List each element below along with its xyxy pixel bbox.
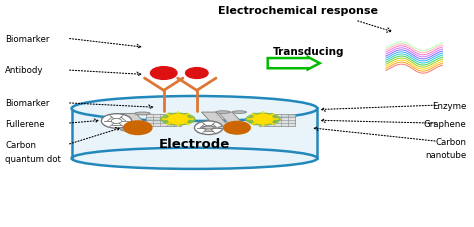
Circle shape	[101, 114, 132, 129]
Polygon shape	[218, 113, 246, 128]
Ellipse shape	[201, 127, 216, 129]
Text: Fullerene: Fullerene	[5, 119, 45, 128]
Ellipse shape	[232, 111, 246, 114]
Ellipse shape	[120, 129, 136, 132]
Polygon shape	[245, 113, 281, 126]
Polygon shape	[159, 113, 196, 126]
Text: Antibody: Antibody	[5, 66, 44, 75]
Text: nanotube: nanotube	[425, 151, 466, 160]
Text: Carbon: Carbon	[5, 141, 36, 150]
Polygon shape	[201, 113, 230, 128]
Text: Biomarker: Biomarker	[5, 35, 50, 44]
Text: Carbon: Carbon	[435, 137, 466, 146]
Text: Transducing: Transducing	[273, 47, 344, 57]
Circle shape	[253, 115, 273, 124]
Polygon shape	[120, 114, 150, 130]
Text: Enzyme: Enzyme	[432, 101, 466, 110]
Bar	[72, 109, 318, 159]
Text: Graphene: Graphene	[423, 119, 466, 128]
Circle shape	[168, 115, 188, 124]
Circle shape	[151, 67, 177, 80]
Ellipse shape	[72, 96, 318, 121]
Circle shape	[186, 68, 208, 79]
Circle shape	[124, 121, 152, 135]
FancyArrow shape	[268, 58, 319, 70]
Text: Biomarker: Biomarker	[5, 99, 50, 108]
Ellipse shape	[216, 111, 230, 114]
Bar	[146, 115, 182, 127]
Text: Electrochemical response: Electrochemical response	[219, 6, 378, 16]
Ellipse shape	[160, 113, 196, 126]
Ellipse shape	[72, 148, 318, 169]
Circle shape	[194, 121, 223, 135]
Bar	[259, 115, 295, 127]
Ellipse shape	[135, 113, 150, 115]
Ellipse shape	[245, 113, 281, 126]
Text: quantum dot: quantum dot	[5, 154, 61, 163]
Ellipse shape	[218, 127, 232, 129]
Circle shape	[224, 122, 250, 134]
Text: Electrode: Electrode	[159, 138, 230, 151]
